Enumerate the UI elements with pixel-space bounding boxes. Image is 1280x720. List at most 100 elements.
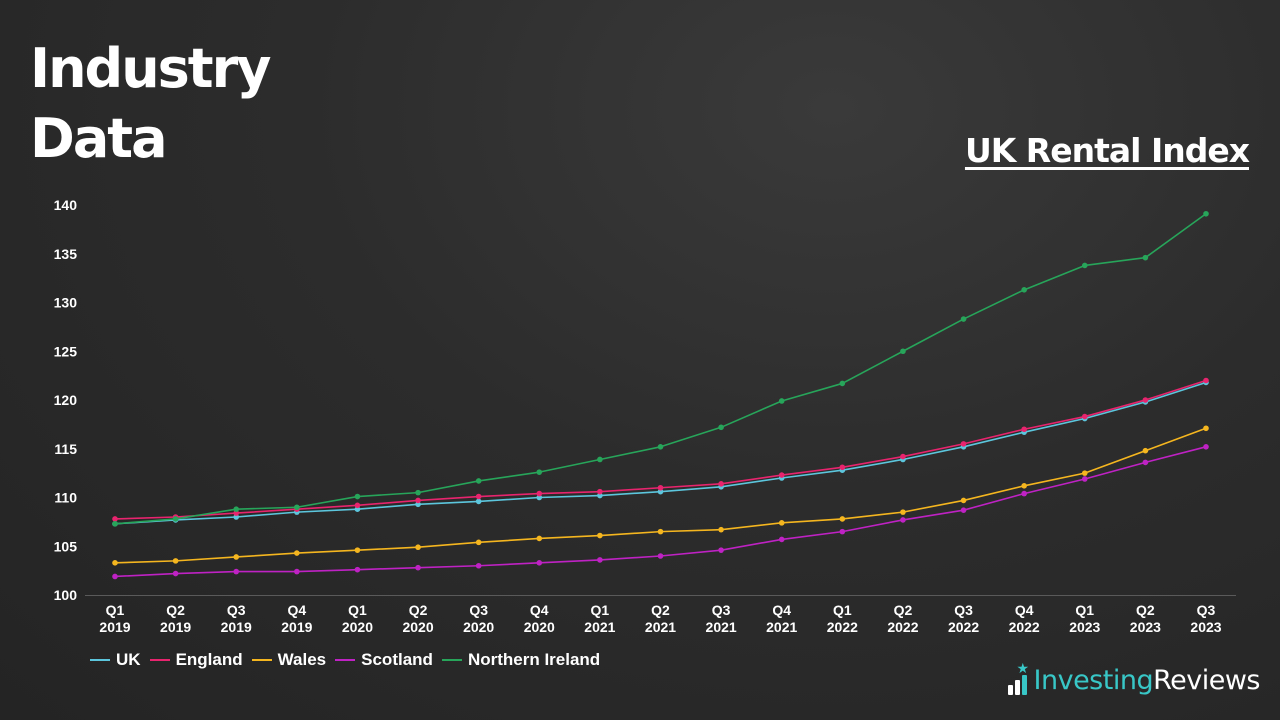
x-tick-label: Q1 2022 [827, 602, 858, 635]
data-point [1021, 490, 1027, 497]
legend-label: England [175, 650, 243, 669]
data-point [475, 498, 482, 505]
data-point [415, 497, 421, 504]
y-tick-label: 120 [54, 392, 78, 408]
x-tick-label: Q3 2022 [948, 602, 979, 635]
data-point [718, 424, 724, 431]
data-point [1081, 470, 1088, 476]
data-point [1203, 444, 1209, 450]
x-tick-label: Q1 2021 [584, 602, 615, 635]
data-point [900, 453, 906, 460]
data-point [778, 472, 785, 478]
data-point [112, 560, 118, 566]
legend-label: Northern Ireland [467, 650, 601, 669]
data-point [294, 550, 300, 556]
page-title-line-1: Industry [30, 37, 271, 100]
x-tick-label: Q1 2019 [99, 602, 130, 635]
data-point [718, 526, 724, 533]
legend-item: England [149, 650, 243, 670]
series-uk [112, 379, 1209, 527]
data-point [1203, 425, 1209, 432]
data-point [657, 488, 664, 495]
data-point [1142, 397, 1149, 403]
legend-label: Scotland [361, 650, 433, 669]
data-point [354, 566, 361, 573]
data-point [112, 521, 118, 527]
data-point [172, 570, 179, 577]
x-tick-label: Q2 2022 [887, 602, 918, 635]
bar-chart-star-icon: ★ [1007, 661, 1030, 695]
x-tick-label: Q2 2021 [645, 602, 676, 635]
data-point [597, 492, 603, 499]
data-point [233, 554, 240, 560]
x-tick-label: Q2 2023 [1130, 602, 1161, 635]
page-title: Industry Data [30, 34, 271, 174]
y-tick-label: 135 [54, 246, 78, 262]
x-tick-label: Q4 2021 [766, 602, 797, 635]
data-point [1021, 287, 1027, 293]
data-point [294, 504, 300, 511]
legend-label: UK [116, 650, 141, 669]
data-point [597, 532, 603, 539]
x-tick-label: Q4 2022 [1009, 602, 1040, 635]
y-tick-label: 115 [54, 441, 77, 457]
legend-item: UK [90, 650, 141, 670]
data-point [657, 553, 664, 559]
data-point [597, 456, 603, 463]
data-point [233, 514, 240, 520]
x-tick-label: Q3 2019 [221, 602, 252, 635]
data-point [415, 544, 421, 551]
legend-swatch [149, 659, 170, 661]
legend-swatch [335, 659, 356, 661]
data-point [112, 573, 118, 580]
data-point [657, 528, 664, 535]
data-point [778, 536, 785, 543]
data-point [354, 502, 361, 509]
data-point [233, 510, 240, 516]
series-line [114, 379, 1207, 520]
data-point [900, 348, 906, 355]
legend-item: Northern Ireland [441, 650, 601, 670]
data-point [536, 535, 543, 542]
x-tick-label: Q3 2023 [1190, 602, 1221, 635]
data-point [1203, 377, 1209, 384]
chart-legend: UK England Wales Scotland Northern Ireland [90, 650, 609, 670]
chart-title: UK Rental Index [964, 131, 1250, 170]
data-point [839, 380, 846, 387]
chart-series [112, 210, 1209, 580]
legend-swatch [251, 659, 272, 661]
x-tick-label: Q1 2020 [342, 602, 373, 635]
data-point [597, 488, 603, 495]
data-point [597, 557, 603, 563]
data-point [839, 516, 846, 522]
series-wales [112, 425, 1209, 566]
y-tick-label: 140 [54, 197, 78, 213]
data-point [960, 316, 967, 322]
data-point [1142, 254, 1149, 261]
x-tick-label: Q4 2019 [281, 602, 312, 635]
legend-item: Scotland [335, 650, 433, 670]
data-point [354, 547, 361, 553]
data-point [1203, 210, 1209, 217]
data-point [172, 516, 179, 522]
series-line [114, 381, 1207, 525]
data-point [718, 481, 724, 487]
data-point [354, 493, 361, 500]
data-point [172, 558, 179, 564]
data-point [475, 493, 482, 500]
data-point [1081, 476, 1088, 482]
brand-name-part-1: Investing [1033, 665, 1154, 696]
legend-label: Wales [277, 650, 327, 669]
data-point [839, 464, 846, 471]
y-axis: 100 105 110 115 120 125 130 135 140 [54, 197, 78, 603]
data-point [1142, 459, 1149, 466]
data-point [1142, 447, 1149, 454]
x-tick-label: Q3 2020 [463, 602, 494, 635]
data-point [900, 509, 906, 515]
x-tick-label: Q2 2019 [160, 602, 191, 635]
page-title-line-2: Data [30, 107, 168, 170]
x-tick-label: Q4 2020 [524, 602, 555, 635]
data-point [1081, 413, 1088, 420]
data-point [1081, 262, 1088, 269]
